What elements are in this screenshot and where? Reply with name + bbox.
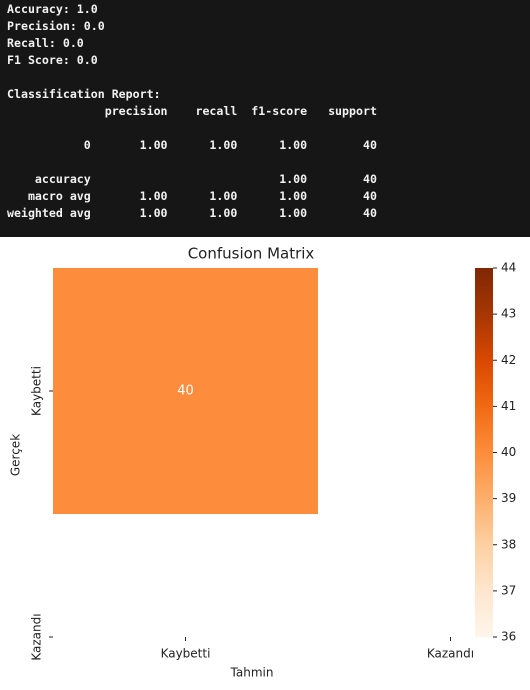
colorbar-tick-label: 36: [501, 630, 516, 644]
report-header: precision recall f1-score support: [7, 104, 377, 118]
colorbar-tick-label: 44: [501, 261, 516, 275]
colorbar-tick-label: 42: [501, 353, 516, 367]
chart-title: Confusion Matrix: [188, 245, 315, 263]
x-axis-label: Tahmin: [230, 666, 274, 680]
cell-label: 40: [177, 384, 194, 399]
report-row: 0 1.00 1.00 1.00 40: [7, 138, 377, 152]
console-output: Accuracy: 1.0 Precision: 0.0 Recall: 0.0…: [0, 0, 530, 237]
metric-line: Accuracy: 1.0: [7, 2, 98, 16]
x-tick-label: Kaybetti: [161, 647, 211, 661]
colorbar-tick-label: 37: [501, 583, 516, 597]
colorbar-tick-label: 43: [501, 307, 516, 321]
y-tick-label: Kaybetti: [30, 366, 44, 416]
metric-line: F1 Score: 0.0: [7, 53, 98, 67]
metric-line: Precision: 0.0: [7, 19, 105, 33]
report-title: Classification Report:: [7, 87, 161, 101]
report-summary: weighted avg 1.00 1.00 1.00 40: [7, 206, 377, 220]
heatmap-cell: [53, 268, 318, 514]
y-axis-label: Gerçek: [9, 434, 23, 476]
colorbar: [475, 268, 493, 637]
chart: Confusion Matrix Tahmin Gerçek 40 Kaybett…: [9, 245, 517, 680]
colorbar-tick-label: 41: [501, 399, 516, 413]
colorbar-tick-label: 40: [501, 445, 516, 459]
x-tick-label: Kazandı: [427, 647, 474, 661]
report-summary: accuracy 1.00 40: [7, 172, 377, 186]
colorbar-tick-label: 38: [501, 537, 516, 551]
colorbar-tick-label: 39: [501, 491, 516, 505]
report-summary: macro avg 1.00 1.00 1.00 40: [7, 189, 377, 203]
y-tick-label: Kazandı: [30, 613, 44, 660]
metric-line: Recall: 0.0: [7, 36, 84, 50]
